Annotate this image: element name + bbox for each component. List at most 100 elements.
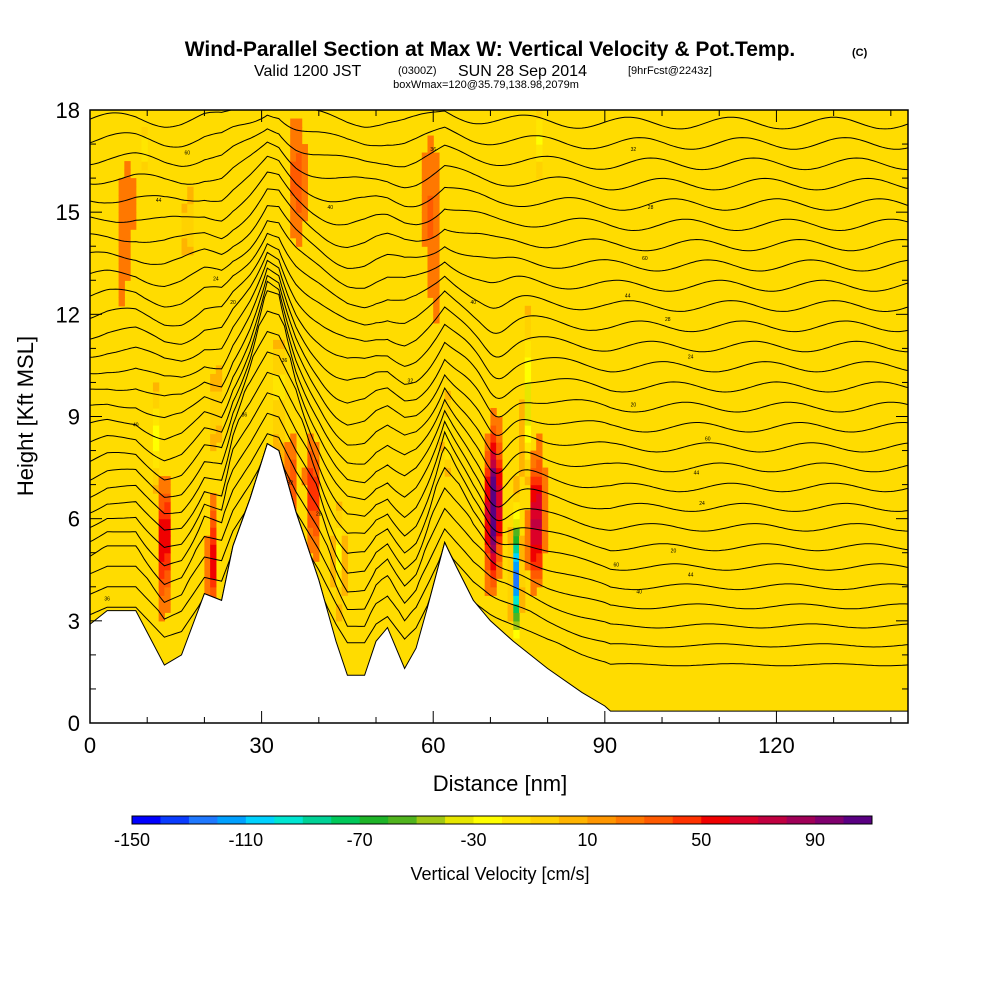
velocity-cell xyxy=(158,612,165,622)
velocity-cell xyxy=(536,127,543,137)
velocity-cell xyxy=(519,433,526,443)
velocity-cell xyxy=(513,603,520,613)
colorbar-swatch xyxy=(302,816,332,824)
velocity-cell xyxy=(507,569,514,579)
velocity-cell xyxy=(530,493,537,503)
velocity-cell xyxy=(541,518,549,528)
velocity-cell xyxy=(152,450,160,460)
velocity-cell xyxy=(118,212,125,222)
velocity-cell xyxy=(295,169,303,179)
velocity-cell xyxy=(301,161,308,171)
velocity-cell xyxy=(295,127,303,137)
velocity-cell xyxy=(427,280,434,290)
velocity-cell xyxy=(421,229,429,239)
velocity-cell xyxy=(118,203,125,213)
velocity-cell xyxy=(141,135,148,145)
isentrope-line xyxy=(90,433,908,591)
colorbar-swatch xyxy=(587,816,617,824)
colorbar: -150 -110 -70 -30 10 50 90 xyxy=(114,815,873,850)
velocity-cell xyxy=(541,484,549,494)
velocity-cell xyxy=(290,459,297,469)
velocity-cell xyxy=(433,254,440,264)
isentrope-label: 44 xyxy=(688,573,694,579)
velocity-cell xyxy=(118,288,125,298)
velocity-cell xyxy=(433,271,440,281)
isentrope-label: 40 xyxy=(636,590,642,596)
velocity-cell xyxy=(273,399,280,409)
velocity-cell xyxy=(484,578,492,588)
velocity-cell xyxy=(307,493,314,503)
isentrope-label: 40 xyxy=(327,205,333,211)
velocity-cell xyxy=(513,535,520,545)
velocity-cell xyxy=(513,629,520,639)
velocity-cell xyxy=(444,416,451,426)
velocity-cell xyxy=(524,552,532,562)
velocity-cell xyxy=(519,459,526,469)
colorbar-swatch xyxy=(388,816,418,824)
velocity-cell xyxy=(427,169,434,179)
colorbar-tick-label: 50 xyxy=(691,830,711,850)
isentrope-line xyxy=(90,351,908,512)
velocity-cell xyxy=(335,612,343,622)
velocity-cell xyxy=(152,390,160,401)
isentrope-line xyxy=(90,442,908,610)
velocity-cell xyxy=(130,178,137,188)
velocity-cell xyxy=(118,220,125,230)
velocity-cell xyxy=(421,203,429,213)
velocity-cell xyxy=(164,595,171,605)
velocity-cell xyxy=(204,578,211,588)
isentrope-line xyxy=(90,442,908,648)
isentrope-label: 24 xyxy=(213,276,219,282)
velocity-cell xyxy=(278,373,286,384)
velocity-cell xyxy=(507,544,514,554)
velocity-cell xyxy=(164,561,171,571)
velocity-cell xyxy=(519,595,526,605)
velocity-cell xyxy=(433,203,440,213)
velocity-cell xyxy=(524,322,532,332)
velocity-cell xyxy=(335,544,343,554)
velocity-cell xyxy=(118,195,125,205)
velocity-cell xyxy=(278,399,286,409)
velocity-cell xyxy=(421,186,429,196)
isentrope-label: 32 xyxy=(287,481,293,487)
velocity-cell xyxy=(204,544,211,554)
velocity-cell xyxy=(158,603,165,613)
velocity-cell xyxy=(421,178,429,188)
velocity-cell xyxy=(181,246,188,256)
velocity-cell xyxy=(524,518,532,528)
velocity-cell xyxy=(307,544,314,554)
velocity-cell xyxy=(295,212,303,222)
velocity-cell xyxy=(124,229,131,239)
velocity-cell xyxy=(164,569,171,579)
velocity-cell xyxy=(152,407,160,418)
velocity-cell xyxy=(524,442,532,452)
velocity-cell xyxy=(290,476,297,486)
velocity-cell xyxy=(295,195,303,205)
velocity-cell xyxy=(301,203,308,213)
velocity-cell xyxy=(507,595,514,605)
velocity-cell xyxy=(536,527,543,537)
velocity-cell xyxy=(307,484,314,494)
y-tick-label: 15 xyxy=(56,200,80,225)
velocity-cell xyxy=(118,186,125,196)
velocity-cell xyxy=(484,484,492,494)
velocity-cell xyxy=(152,484,160,494)
velocity-cell xyxy=(164,518,171,528)
velocity-cell xyxy=(524,407,532,418)
velocity-cell xyxy=(164,510,171,520)
velocity-cell xyxy=(158,476,165,486)
isentrope-label: 44 xyxy=(156,198,162,204)
velocity-cell xyxy=(484,510,492,520)
velocity-cell xyxy=(313,527,320,537)
isentrope-line xyxy=(90,267,908,400)
velocity-cell xyxy=(530,459,537,469)
velocity-cell xyxy=(519,399,526,409)
isentrope-label: 24 xyxy=(699,501,705,507)
velocity-cell xyxy=(524,339,532,349)
velocity-cell xyxy=(273,425,280,435)
isentrope-line xyxy=(90,128,908,171)
velocity-cell xyxy=(290,433,297,443)
colorbar-swatch xyxy=(188,816,218,824)
velocity-cell xyxy=(210,399,217,409)
velocity-cell xyxy=(335,501,343,511)
